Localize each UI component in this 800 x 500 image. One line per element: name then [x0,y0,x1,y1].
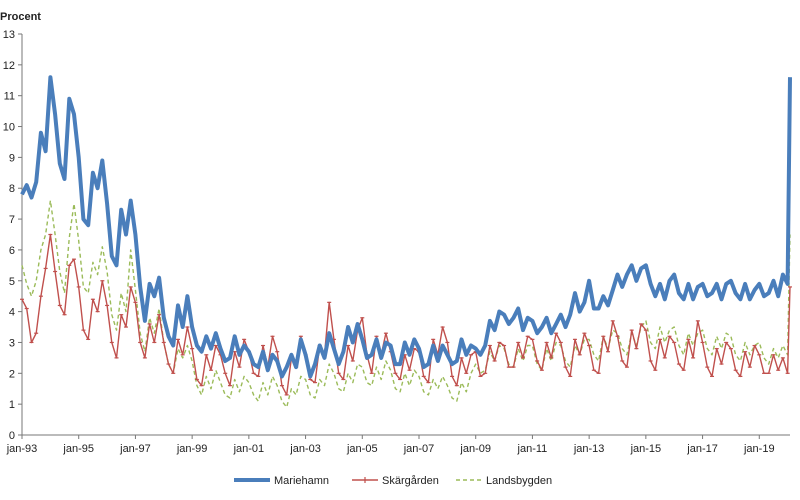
x-axis: jan-93 jan-95 jan-97 jan-99 jan-01 jan-03 jan-… [6,435,775,455]
x-tick-label: jan-05 [346,443,378,455]
legend-label-mariehamn: Mariehamn [274,475,329,487]
y-tick-label: 7 [9,214,15,226]
x-tick-label: jan-93 [6,443,38,455]
legend-label-landsbygden: Landsbygden [486,475,552,487]
x-tick-label: jan-07 [403,443,435,455]
y-tick-label: 13 [3,29,15,41]
series-line-landsbygden [21,199,791,408]
y-tick-label: 6 [9,245,15,257]
y-tick-label: 0 [9,430,15,442]
y-tick-label: 8 [9,183,15,195]
x-tick-label: jan-17 [686,443,718,455]
x-tick-label: jan-03 [289,443,321,455]
x-tick-label: jan-97 [119,443,151,455]
y-tick-label: 10 [3,122,15,134]
x-tick-label: jan-99 [176,443,208,455]
x-tick-label: jan-13 [573,443,605,455]
x-tick-label: jan-01 [233,443,265,455]
y-tick-label: 12 [3,60,15,72]
axis-lines [21,34,790,436]
series-line-skrgrden [21,233,791,396]
series-line-mariehamn [20,75,792,379]
y-tick-label: 3 [9,337,15,349]
y-tick-label: 1 [9,399,15,411]
series-layer [20,75,792,408]
y-tick-label: 5 [9,276,15,288]
legend: Mariehamn Skärgården Landsbygden [234,475,552,487]
y-axis-title: Procent [0,11,41,23]
y-tick-label: 11 [4,91,15,103]
x-tick-label: jan-11 [517,443,548,455]
x-tick-label: jan-95 [62,443,94,455]
x-tick-label: jan-15 [630,443,662,455]
legend-label-skrgrden: Skärgården [382,475,439,487]
y-tick-label: 9 [9,152,15,164]
x-tick-label: jan-09 [459,443,491,455]
y-tick-label: 4 [9,307,15,319]
y-tick-label: 2 [9,368,15,380]
x-tick-label: jan-19 [743,443,775,455]
